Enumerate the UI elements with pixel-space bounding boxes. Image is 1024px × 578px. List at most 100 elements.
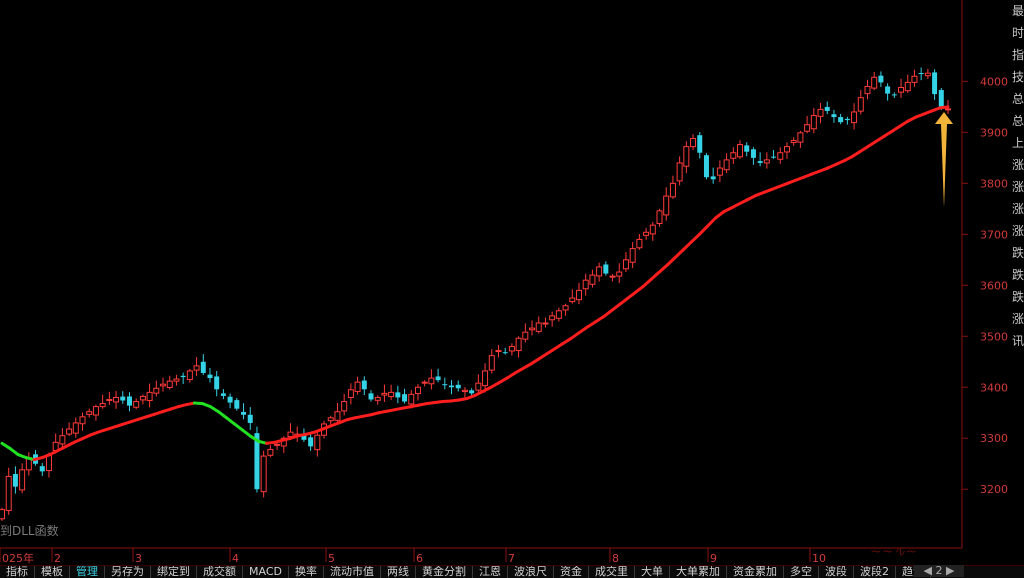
ma-segment: [513, 366, 525, 375]
candle-body: [918, 73, 924, 75]
candle-body: [308, 437, 314, 447]
tab-item[interactable]: 资金: [554, 566, 589, 578]
candle-body: [435, 376, 441, 381]
x-tick-label: 2: [54, 552, 61, 565]
tab-item[interactable]: 换率: [289, 566, 324, 578]
x-tick-label: 5: [328, 552, 335, 565]
tab-item[interactable]: 成交里: [589, 566, 635, 578]
tab-item[interactable]: 管理: [70, 566, 105, 578]
candle-body: [938, 90, 944, 108]
candle-body: [314, 434, 321, 451]
ma-segment: [553, 341, 565, 351]
ma-segment: [569, 331, 581, 340]
candle-body: [139, 395, 146, 401]
tab-item[interactable]: 另存为: [105, 566, 151, 578]
candle-body: [72, 422, 79, 434]
candle-body: [227, 396, 233, 403]
ma-segment: [874, 134, 886, 144]
candle-body: [153, 387, 160, 394]
x-tick-label: 025年: [2, 551, 34, 565]
candle-body: [260, 455, 267, 493]
candle-body: [86, 411, 93, 415]
ma-segment: [898, 119, 910, 128]
tab-item[interactable]: 两线: [381, 566, 416, 578]
tab-item[interactable]: 黄金分割: [416, 566, 473, 578]
candle-body: [66, 428, 73, 435]
tab-item[interactable]: 资金累加: [727, 566, 784, 578]
ma-segment: [232, 422, 245, 432]
candle-body: [697, 135, 703, 153]
candle-body: [763, 159, 770, 164]
candle-body: [616, 271, 623, 277]
candle-body: [669, 182, 676, 198]
y-tick-label: 4000: [980, 75, 1008, 88]
candle-body: [301, 434, 307, 440]
tab-item[interactable]: MACD: [243, 566, 289, 578]
candle-body: [449, 385, 455, 388]
candle-body: [932, 72, 938, 95]
tab-item[interactable]: 波段: [819, 566, 854, 578]
candle-body: [864, 85, 871, 95]
candle-body: [455, 384, 461, 389]
tab-item[interactable]: 波浪尺: [508, 566, 554, 578]
candle-body: [535, 322, 542, 332]
tab-item[interactable]: 大单: [635, 566, 670, 578]
tab-item[interactable]: 多空: [784, 566, 819, 578]
candle-body: [529, 327, 536, 331]
ma-segment: [593, 315, 605, 324]
tab-scroll-control[interactable]: ◀ 2 ▶: [914, 565, 964, 577]
tab-item[interactable]: 大单累加: [670, 566, 727, 578]
tab-item[interactable]: 波段2: [854, 566, 896, 578]
candle-body: [871, 76, 878, 89]
ma-segment: [938, 105, 950, 110]
candle-body: [710, 176, 716, 180]
ma-segment: [633, 284, 645, 294]
candle-body: [126, 396, 132, 406]
y-tick-label: 3800: [980, 177, 1008, 190]
candle-body: [488, 355, 495, 371]
ma-segment: [714, 210, 726, 220]
ma-segment: [866, 140, 878, 149]
candle-body: [388, 391, 395, 398]
candle-body: [643, 231, 650, 236]
candle-body: [341, 401, 348, 412]
ma-segment: [617, 297, 629, 307]
candle-body: [146, 391, 153, 402]
candle-body: [663, 195, 670, 216]
ma-segment: [497, 376, 509, 385]
candle-body: [186, 370, 193, 381]
candle-body: [636, 238, 643, 249]
ma-segment: [208, 405, 220, 414]
candle-body: [555, 310, 562, 319]
x-tick-label: 3: [135, 552, 142, 565]
candle-body: [810, 115, 817, 130]
candle-body: [99, 403, 106, 408]
tab-item[interactable]: 流动市值: [324, 566, 381, 578]
candle-body: [39, 466, 45, 472]
tab-item[interactable]: 指标: [0, 566, 35, 578]
candle-body: [267, 448, 274, 456]
candle-body: [857, 97, 864, 112]
candle-body: [569, 297, 576, 303]
tab-item[interactable]: 绑定到: [151, 566, 197, 578]
candle-body: [106, 398, 113, 401]
ma-segment: [705, 216, 718, 228]
x-tick-label: 4: [232, 552, 239, 565]
ma-segment: [882, 129, 894, 138]
candle-body: [347, 389, 354, 398]
ma-segment: [601, 309, 613, 319]
candle-body: [113, 396, 120, 403]
tab-item[interactable]: 江恩: [473, 566, 508, 578]
candle-body: [649, 224, 656, 235]
candle-body: [771, 156, 777, 158]
ma-segment: [529, 357, 541, 366]
ma-segment: [545, 347, 557, 356]
tab-item[interactable]: 模板: [35, 566, 70, 578]
candle-body: [0, 509, 5, 520]
tab-item[interactable]: 成交额: [197, 566, 243, 578]
ma-segment: [665, 255, 677, 267]
x-tick-label: 10: [812, 552, 826, 565]
candle-body: [730, 152, 737, 159]
